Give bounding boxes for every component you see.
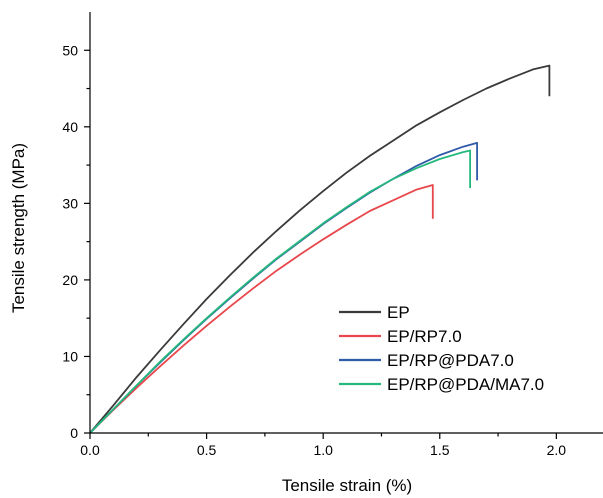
x-tick-label: 2.0 xyxy=(547,442,567,458)
y-tick-label: 0 xyxy=(70,425,78,441)
x-tick-label: 0.0 xyxy=(80,442,100,458)
y-tick-label: 10 xyxy=(62,348,78,364)
legend-label-ep-rp-pda-ma7-0: EP/RP@PDA/MA7.0 xyxy=(387,375,544,394)
series-layer xyxy=(89,64,551,434)
y-tick-label: 20 xyxy=(62,272,78,288)
x-tick-label: 1.5 xyxy=(430,442,450,458)
ticks: 0.0 0.5 1.0 1.5 2.0 0 10 20 30 40 50 xyxy=(62,42,566,458)
series-line-ep-rp-pda-ma7-0 xyxy=(89,149,472,434)
y-tick-label: 30 xyxy=(62,195,78,211)
legend: EP EP/RP7.0 EP/RP@PDA7.0 EP/RP@PDA/MA7.0 xyxy=(339,303,544,394)
legend-label-ep-rp-pda7-0: EP/RP@PDA7.0 xyxy=(387,351,514,370)
x-tick-label: 1.0 xyxy=(313,442,333,458)
series-line-ep-rp7-0 xyxy=(89,184,434,434)
x-axis-title: Tensile strain (%) xyxy=(282,476,412,495)
y-tick-label: 40 xyxy=(62,119,78,135)
legend-label-ep: EP xyxy=(387,303,410,322)
series-line-ep xyxy=(89,64,551,434)
y-tick-label: 50 xyxy=(62,42,78,58)
x-tick-label: 0.5 xyxy=(197,442,217,458)
y-axis-title: Tensile strength (MPa) xyxy=(9,143,28,313)
legend-label-ep-rp7-0: EP/RP7.0 xyxy=(387,327,462,346)
axes xyxy=(89,12,603,434)
